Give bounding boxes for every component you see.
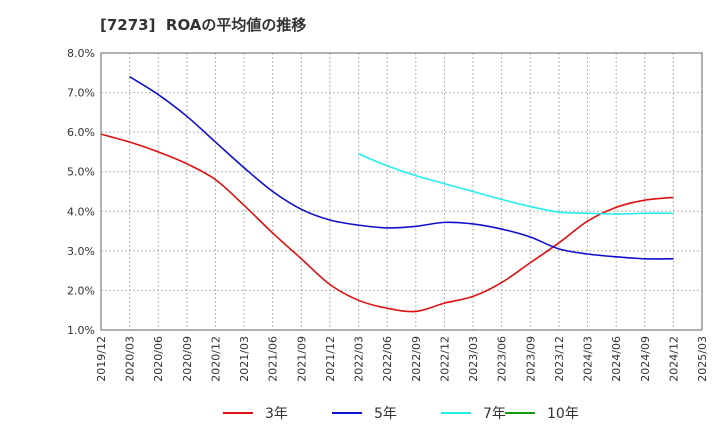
x-tick-label: 2020/12 <box>209 336 222 382</box>
legend-layer: 3年 5年 7年 10年 <box>223 406 579 422</box>
x-tick-label: 2022/12 <box>438 336 451 382</box>
y-tick-label: 4.0% <box>67 205 95 218</box>
x-tick-label: 2024/09 <box>639 336 652 382</box>
x-tick-label: 2020/09 <box>181 336 194 382</box>
x-tick-label: 2023/03 <box>467 336 480 382</box>
x-tick-label: 2024/12 <box>667 336 680 382</box>
x-tick-label: 2025/03 <box>696 336 709 382</box>
y-tick-label: 5.0% <box>67 166 95 179</box>
y-tick-label: 8.0% <box>67 47 95 60</box>
series-line-1 <box>100 133 674 313</box>
series-line-3 <box>358 153 674 215</box>
x-tick-label: 2021/06 <box>267 336 280 382</box>
series-layer <box>100 76 674 313</box>
x-tick-label: 2022/03 <box>353 336 366 382</box>
x-tick-label: 2020/06 <box>152 336 165 382</box>
legend-label-2: 5年 <box>374 406 397 422</box>
plot-frame <box>100 52 703 331</box>
grid-layer <box>101 53 702 330</box>
x-tick-label: 2024/06 <box>610 336 623 382</box>
x-tick-label: 2023/09 <box>524 336 537 382</box>
x-tick-label: 2022/06 <box>381 336 394 382</box>
x-tick-label: 2021/03 <box>238 336 251 382</box>
y-tick-label: 7.0% <box>67 87 95 100</box>
legend-label-3: 7年 <box>483 406 506 422</box>
series-line-2 <box>129 76 674 260</box>
y-tick-label: 6.0% <box>67 126 95 139</box>
x-tick-label: 2021/12 <box>324 336 337 382</box>
y-tick-label: 2.0% <box>67 284 95 297</box>
y-tick-label: 3.0% <box>67 245 95 258</box>
axis-layer: 1.0% 2.0% 3.0% 4.0% 5.0% 6.0% 7.0% 8.0% 2019/12 2… <box>67 47 709 382</box>
x-tick-label: 2023/06 <box>496 336 509 382</box>
y-tick-label: 1.0% <box>67 324 95 337</box>
x-tick-label: 2019/12 <box>95 336 108 382</box>
x-tick-label: 2020/03 <box>124 336 137 382</box>
x-tick-label: 2023/12 <box>553 336 566 382</box>
chart-title: [7273] ROAの平均値の推移 <box>100 16 307 34</box>
legend-label-1: 3年 <box>265 406 288 422</box>
legend-label-4: 10年 <box>547 406 579 422</box>
x-tick-label: 2024/03 <box>582 336 595 382</box>
x-tick-label: 2022/09 <box>410 336 423 382</box>
x-tick-label: 2021/09 <box>295 336 308 382</box>
